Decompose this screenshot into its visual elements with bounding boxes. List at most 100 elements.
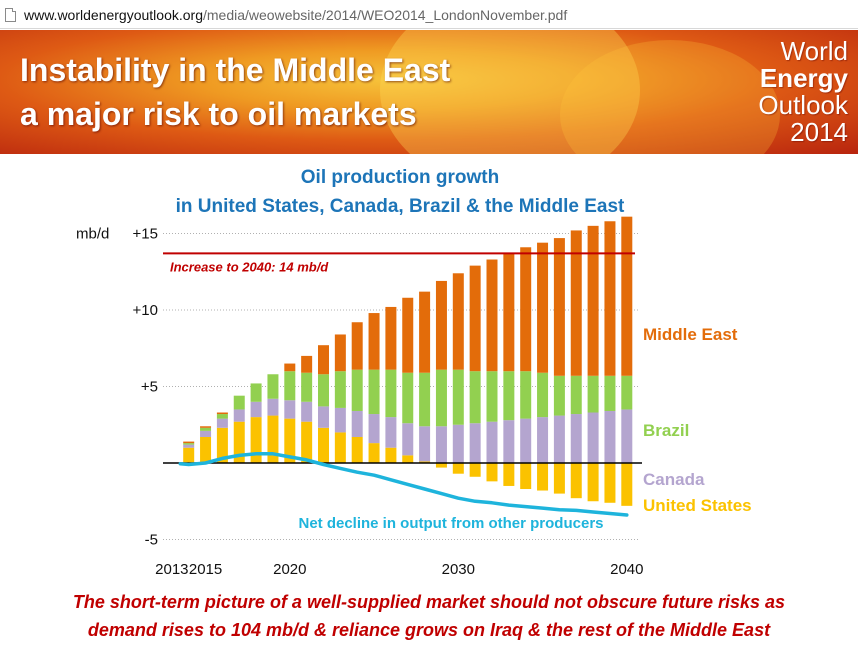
bar-segment bbox=[385, 369, 397, 418]
bar-segment bbox=[587, 225, 599, 376]
bar-segment bbox=[301, 355, 313, 373]
bar-segment bbox=[537, 417, 549, 463]
bar-segment bbox=[318, 374, 329, 407]
bar-segment bbox=[267, 398, 279, 416]
browser-address-bar[interactable]: www.worldenergyoutlook.org/media/weowebs… bbox=[0, 0, 858, 29]
bar-segment bbox=[368, 369, 380, 415]
bar-segment bbox=[284, 400, 296, 419]
bar-segment bbox=[368, 443, 380, 463]
bar-segment bbox=[486, 371, 498, 422]
bar-segment bbox=[503, 463, 515, 486]
bar-segment bbox=[553, 463, 565, 494]
x-tick-label: 2020 bbox=[273, 561, 306, 578]
bar-segment bbox=[587, 463, 599, 502]
bar-segment bbox=[520, 371, 532, 419]
bar-segment bbox=[570, 375, 582, 415]
bar-segment bbox=[368, 313, 380, 370]
bar-segment bbox=[284, 363, 296, 372]
url-text[interactable]: www.worldenergyoutlook.org/media/weowebs… bbox=[24, 7, 567, 23]
bar-segment bbox=[570, 463, 582, 499]
y-tick-label: +15 bbox=[133, 226, 158, 243]
url-path: /media/weowebsite/2014/WEO2014_LondonNov… bbox=[202, 7, 568, 23]
bar-segment bbox=[469, 463, 481, 477]
bar-segment bbox=[537, 242, 549, 373]
bar-segment bbox=[402, 297, 414, 373]
reference-line-label: Increase to 2040: 14 mb/d bbox=[170, 259, 329, 274]
caption-line1: The short-term picture of a well-supplie… bbox=[72, 592, 786, 612]
bar-segment bbox=[402, 423, 414, 456]
x-tick-label: 2015 bbox=[189, 561, 222, 578]
logo-line-2: Energy bbox=[759, 63, 848, 93]
bar-segment bbox=[233, 421, 245, 463]
bar-segment bbox=[267, 374, 279, 399]
bar-segment bbox=[250, 401, 262, 418]
bar-segment bbox=[183, 443, 195, 445]
x-tick-label: 2013 bbox=[155, 561, 188, 578]
bar-segment bbox=[419, 372, 431, 427]
x-tick-label: 2040 bbox=[610, 561, 643, 578]
bar-segment bbox=[503, 420, 515, 463]
bar-segment bbox=[385, 306, 397, 370]
y-tick-label: +10 bbox=[133, 302, 158, 319]
bar-segment bbox=[452, 463, 464, 474]
bar-segment bbox=[250, 383, 262, 402]
bar-segment bbox=[621, 375, 633, 410]
bar-segment bbox=[419, 461, 431, 463]
legend-label: United States bbox=[643, 496, 752, 515]
bar-segment bbox=[385, 417, 397, 448]
bar-segment bbox=[469, 265, 481, 372]
bar-segment bbox=[385, 447, 397, 463]
bar-segment bbox=[486, 259, 498, 372]
net-decline-label: Net decline in output from other produce… bbox=[298, 515, 603, 532]
bar-segment bbox=[553, 415, 565, 463]
bar-segment bbox=[284, 418, 296, 463]
bar-segment bbox=[587, 412, 599, 463]
bar-segment bbox=[301, 372, 313, 402]
legend-label: Canada bbox=[643, 470, 705, 489]
bar-segment bbox=[553, 375, 565, 416]
bar-segment bbox=[318, 345, 329, 375]
bar-segment bbox=[233, 409, 245, 422]
bar-segment bbox=[452, 424, 464, 463]
bar-segment bbox=[520, 247, 532, 372]
bar-segment bbox=[183, 441, 195, 444]
bar-segment bbox=[250, 417, 262, 463]
net-decline-line bbox=[178, 452, 629, 517]
bar-segment bbox=[621, 463, 633, 506]
bar-segment bbox=[604, 463, 616, 503]
bar-segment bbox=[435, 280, 447, 370]
bar-segment bbox=[503, 371, 515, 421]
bar-segment bbox=[537, 463, 549, 491]
bar-segment bbox=[284, 371, 296, 401]
bar-segment bbox=[402, 372, 414, 424]
slide-banner: Instability in the Middle East a major r… bbox=[0, 30, 858, 154]
x-tick-label: 2030 bbox=[442, 561, 475, 578]
logo-line-1: World bbox=[780, 36, 848, 66]
bar-segment bbox=[419, 426, 431, 462]
bar-segment bbox=[368, 414, 380, 444]
bar-segment bbox=[318, 427, 329, 463]
bar-segment bbox=[621, 216, 633, 376]
bar-segment bbox=[419, 291, 431, 373]
bar-segment bbox=[553, 238, 565, 376]
bar-segment bbox=[351, 410, 363, 437]
legend-label: Middle East bbox=[643, 325, 738, 344]
bar-segment bbox=[604, 221, 616, 376]
bar-segment bbox=[334, 407, 346, 433]
bar-segment bbox=[452, 369, 464, 425]
bar-segment bbox=[216, 412, 228, 415]
bar-segment bbox=[604, 375, 616, 411]
bar-segment bbox=[537, 372, 549, 418]
bar-segment bbox=[334, 371, 346, 408]
page-icon bbox=[5, 8, 16, 22]
chart-title-line2: in United States, Canada, Brazil & the M… bbox=[175, 196, 625, 217]
bar-segment bbox=[200, 426, 212, 428]
bar-segment bbox=[334, 432, 346, 463]
bar-segment bbox=[351, 322, 363, 370]
banner-texture bbox=[380, 30, 640, 154]
bar-segment bbox=[200, 436, 212, 463]
bar-segment bbox=[267, 415, 279, 463]
bar-segment bbox=[183, 447, 195, 463]
bar-segment bbox=[486, 463, 498, 482]
